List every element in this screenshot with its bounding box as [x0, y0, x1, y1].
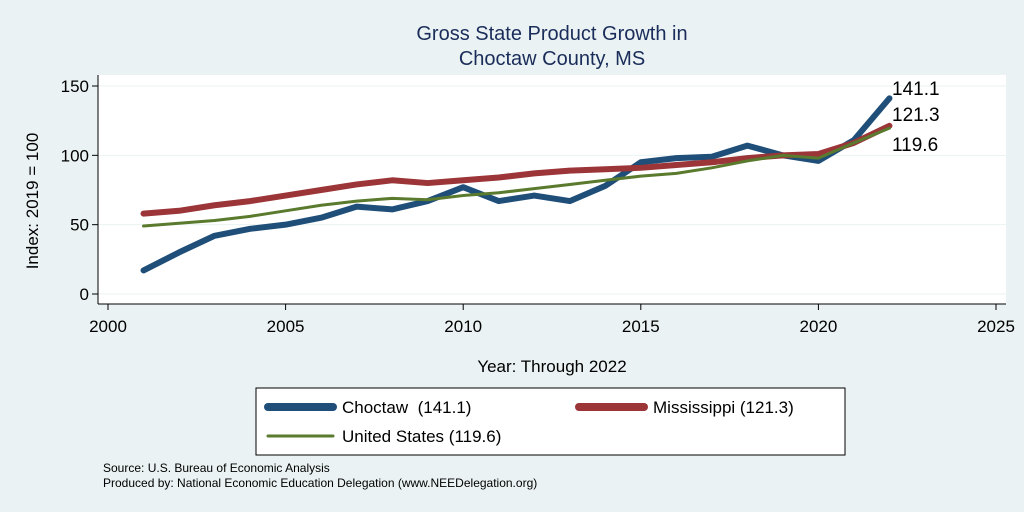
chart-title-line-1: Gross State Product Growth in: [416, 23, 687, 45]
end-labels: 141.1 121.3 119.6: [892, 79, 940, 156]
legend-label-mississippi: Mississippi (121.3): [653, 398, 794, 417]
series-lines: [140, 95, 893, 274]
series-line-united-states: [142, 126, 891, 228]
y-axis-label: Index: 2019 = 100: [23, 133, 42, 270]
legend: Choctaw (141.1) Mississippi (121.3) Unit…: [255, 387, 846, 456]
x-tick-label: 2000: [89, 317, 127, 336]
y-tick-label: 100: [61, 146, 89, 165]
plot-area: [98, 75, 1006, 304]
end-label-united-states: 119.6: [892, 135, 938, 156]
series-line-choctaw: [140, 95, 893, 274]
legend-label-choctaw: Choctaw (141.1): [342, 398, 471, 417]
x-tick-label: 2020: [799, 317, 837, 336]
x-tick-label: 2010: [444, 317, 482, 336]
y-tick-label: 50: [70, 216, 89, 235]
x-axis-label: Year: Through 2022: [477, 357, 626, 376]
end-label-choctaw: 141.1: [892, 79, 940, 100]
y-tick-label: 150: [61, 77, 89, 96]
produced-by-note: Produced by: National Economic Education…: [103, 476, 537, 490]
legend-label-united-states: United States (119.6): [342, 427, 501, 446]
y-tick-label: 0: [80, 285, 89, 304]
axes: 0 50 100 150 2000 2005 2010 2015 2020 2025: [61, 75, 1015, 336]
x-tick-label: 2005: [267, 317, 305, 336]
legend-box: [255, 387, 846, 456]
x-tick-label: 2015: [622, 317, 660, 336]
grid-lines: [98, 85, 1006, 295]
end-label-mississippi: 121.3: [892, 105, 940, 126]
source-note: Source: U.S. Bureau of Economic Analysis: [103, 461, 330, 475]
chart-title-line-2: Choctaw County, MS: [459, 48, 645, 70]
x-tick-label: 2025: [977, 317, 1015, 336]
